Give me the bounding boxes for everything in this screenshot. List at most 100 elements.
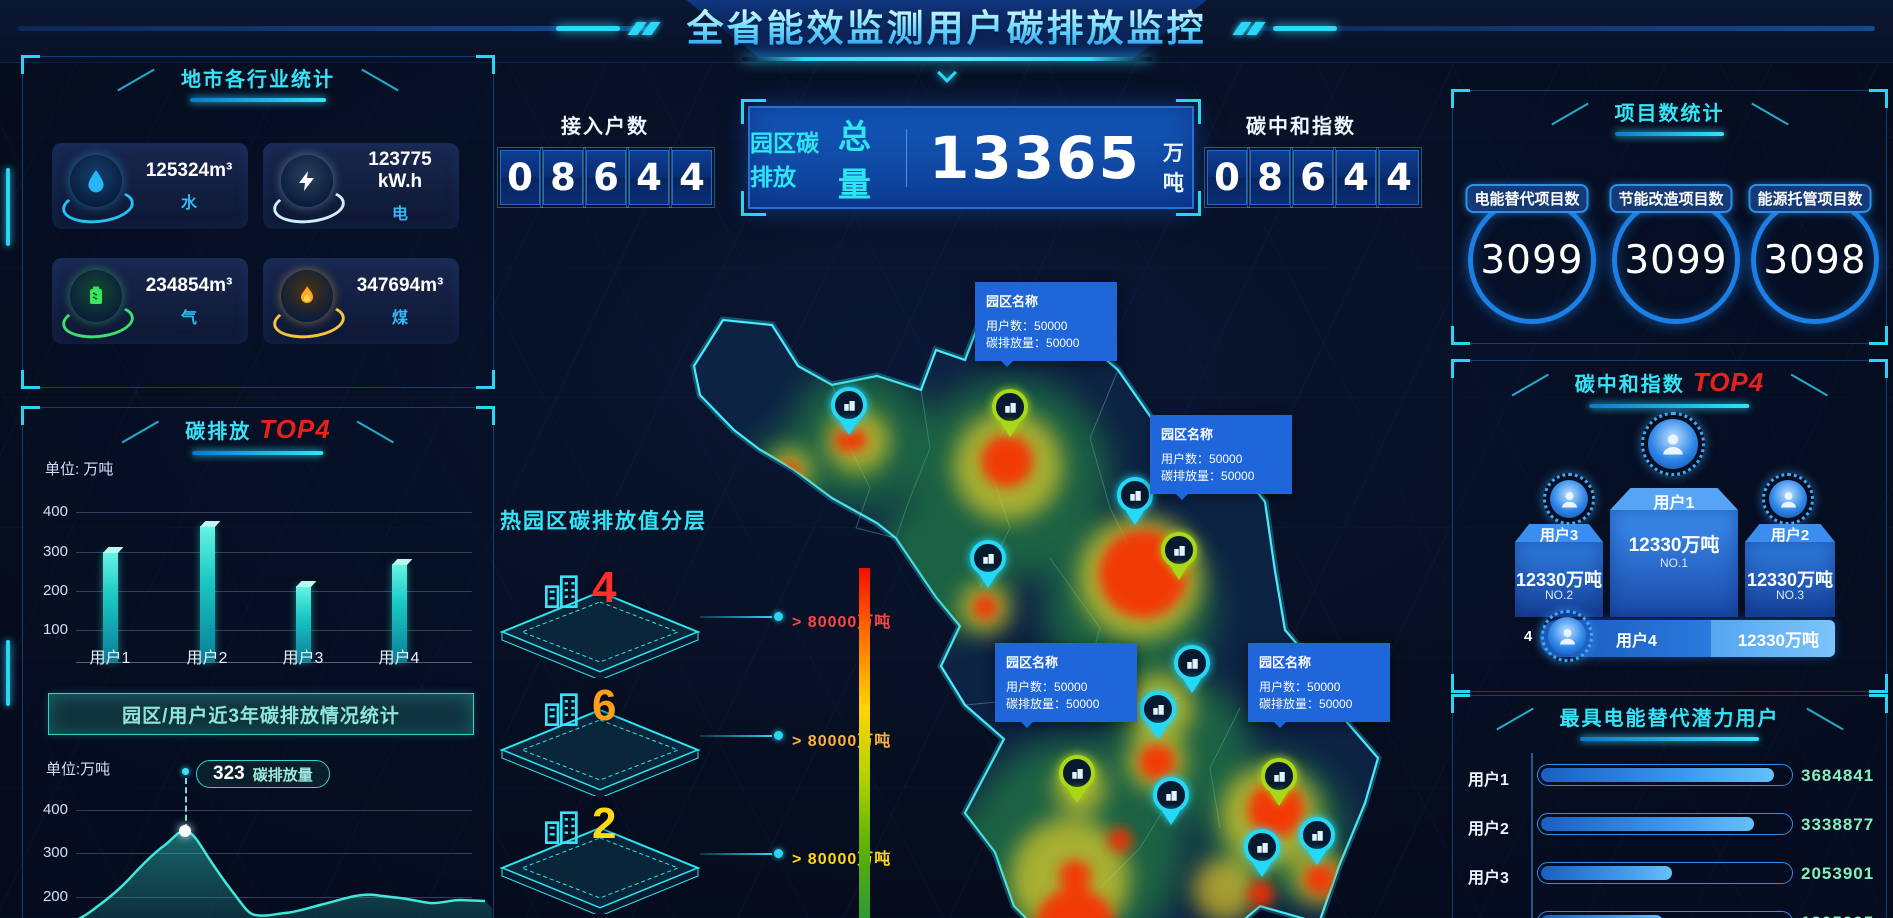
map-pin[interactable] bbox=[1244, 829, 1280, 881]
x-label: 用户2 bbox=[186, 650, 228, 667]
map-pin[interactable] bbox=[1153, 777, 1189, 829]
panel-projects-title-tab: 项目数统计 bbox=[1585, 95, 1755, 136]
layer-legend-title: 热园区碳排放值分层 bbox=[500, 510, 707, 533]
panel-title-highlight: TOP4 bbox=[1692, 367, 1765, 397]
map-pin[interactable] bbox=[1140, 691, 1176, 743]
header-underline bbox=[741, 57, 1152, 61]
avatar bbox=[1543, 473, 1595, 525]
buildings-icon bbox=[543, 806, 583, 846]
tooltip-title: 园区名称 bbox=[1259, 655, 1312, 670]
project-count: 3098 bbox=[1763, 237, 1867, 283]
podium-user: 用户3 bbox=[1539, 527, 1579, 544]
stat-card-coal: 347694m³ 煤 bbox=[263, 258, 459, 344]
history-stats-button[interactable]: 园区/用户近3年碳排放情况统计 bbox=[48, 693, 474, 735]
legend-connector bbox=[700, 616, 772, 618]
map-tooltip: 园区名称 用户数：50000 碳排放量：50000 bbox=[1150, 415, 1292, 500]
map-pin[interactable] bbox=[1161, 532, 1197, 584]
stat-card-electricity: 123775 kW.h 电 bbox=[263, 143, 459, 229]
layer-platform-2 bbox=[498, 700, 702, 796]
digit-box: 0 bbox=[497, 147, 543, 208]
project-count: 3099 bbox=[1480, 237, 1584, 283]
project-count: 3099 bbox=[1624, 237, 1728, 283]
y-tick: 200 bbox=[42, 582, 68, 599]
badge-dot bbox=[182, 768, 189, 775]
gridline bbox=[76, 512, 472, 513]
map-pin[interactable] bbox=[992, 389, 1028, 441]
avatar bbox=[1641, 412, 1705, 476]
gridline bbox=[76, 591, 472, 592]
podium-rank3: 用户2 12330万吨 NO.3 bbox=[1745, 524, 1835, 617]
gridline bbox=[76, 853, 472, 854]
potential-bar bbox=[1537, 813, 1793, 835]
podium-rank1: 用户1 12330万吨 NO.1 bbox=[1610, 488, 1738, 617]
left-edge-accent bbox=[6, 640, 10, 706]
bar-user3 bbox=[296, 586, 311, 662]
stat-label: 煤 bbox=[391, 309, 408, 327]
map-pin[interactable] bbox=[1299, 817, 1335, 869]
bar-chart-unit: 单位: 万吨 bbox=[45, 461, 114, 478]
y-tick: 300 bbox=[42, 844, 68, 861]
map-pin[interactable] bbox=[1117, 477, 1153, 529]
map-pin[interactable] bbox=[1174, 645, 1210, 697]
avatar bbox=[1762, 473, 1814, 525]
layer-threshold: > 80000万吨 bbox=[792, 614, 892, 631]
x-label: 用户3 bbox=[282, 650, 324, 667]
layer-threshold: > 80000万吨 bbox=[792, 851, 892, 868]
legend-dot bbox=[774, 612, 783, 621]
buildings-icon bbox=[543, 688, 583, 728]
y-tick: 400 bbox=[42, 801, 68, 818]
bar-chart-emission bbox=[76, 500, 472, 662]
map-tooltip: 园区名称 用户数：50000 碳排放量：50000 bbox=[995, 643, 1137, 728]
potential-value: 2053901 bbox=[1801, 864, 1875, 883]
layer-count: 2 bbox=[592, 799, 617, 848]
page-title: 全省能效监测用户碳排放监控 bbox=[687, 0, 1207, 58]
badge-value: 323 bbox=[213, 763, 245, 784]
map-pin[interactable] bbox=[970, 540, 1006, 592]
digit-box: 4 bbox=[1333, 147, 1379, 208]
rank4-value: 12330万吨 bbox=[1737, 631, 1819, 650]
marker-dashed-line bbox=[185, 778, 187, 830]
emission-badge: 323 碳排放量 bbox=[196, 760, 330, 788]
total-unit: 万吨 bbox=[1162, 141, 1184, 195]
potential-user-label: 用户4 bbox=[1468, 913, 1528, 918]
podium-rank: NO.3 bbox=[1775, 588, 1804, 602]
podium-value: 12330万吨 bbox=[1515, 570, 1603, 590]
y-tick: 400 bbox=[42, 503, 68, 520]
panel-emission-title-tab: 碳排放 TOP4 bbox=[155, 412, 360, 455]
panel-neutral-title-tab: 碳中和指数 TOP4 bbox=[1545, 365, 1794, 408]
map-pin[interactable] bbox=[1059, 755, 1095, 807]
stat-value: 123775 kW.h bbox=[368, 148, 432, 192]
panel-potential-title-tab: 最具电能替代潜力用户 bbox=[1530, 700, 1810, 741]
gridline bbox=[76, 552, 472, 553]
potential-bar bbox=[1537, 911, 1793, 918]
map-pin[interactable] bbox=[831, 387, 867, 439]
project-count-circle: 3099 bbox=[1468, 196, 1596, 324]
history-stats-button-label: 园区/用户近3年碳排放情况统计 bbox=[122, 705, 400, 727]
digit-box: 8 bbox=[1247, 147, 1293, 208]
total-value: 13365 bbox=[929, 123, 1141, 192]
podium-value: 12330万吨 bbox=[1628, 535, 1720, 556]
neutral-index-label: 碳中和指数 bbox=[1246, 116, 1356, 138]
potential-user-label: 用户2 bbox=[1468, 821, 1509, 838]
y-tick: 200 bbox=[42, 888, 68, 905]
water-drop-icon bbox=[70, 155, 122, 207]
badge-label: 碳排放量 bbox=[252, 766, 313, 784]
podium-user: 用户2 bbox=[1770, 527, 1810, 544]
stat-value: 125324m³ bbox=[145, 159, 233, 181]
layer-platform-3 bbox=[498, 818, 702, 914]
project-type-label: 节能改造项目数 bbox=[1609, 184, 1733, 213]
legend-dot bbox=[774, 731, 783, 740]
podium-rank: NO.1 bbox=[1659, 556, 1688, 570]
tooltip-title: 园区名称 bbox=[1006, 655, 1059, 670]
potential-value: 3684841 bbox=[1801, 766, 1875, 785]
stat-label: 水 bbox=[180, 194, 197, 212]
layer-platform-1 bbox=[498, 582, 702, 678]
map-pin[interactable] bbox=[1261, 758, 1297, 810]
digit-box: 4 bbox=[1376, 147, 1422, 208]
header-accent-line-right bbox=[1232, 22, 1875, 35]
gridline bbox=[76, 897, 472, 898]
potential-user-label: 用户1 bbox=[1468, 772, 1509, 789]
potential-user-label: 用户3 bbox=[1468, 870, 1509, 887]
rank4-user: 用户4 bbox=[1616, 632, 1657, 650]
